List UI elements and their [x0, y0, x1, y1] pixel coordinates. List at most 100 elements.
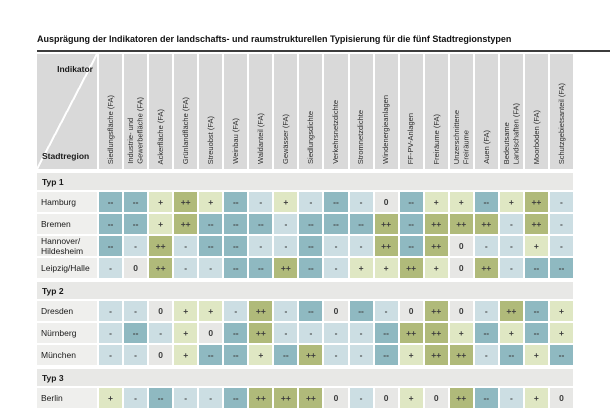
column-header: Gewässer (FA) — [274, 54, 298, 169]
matrix-cell: ++ — [524, 192, 548, 212]
row-label: Hannover/ Hildesheim — [37, 236, 97, 257]
matrix-cell: ++ — [374, 236, 398, 257]
column-header-label: Moorböden (FA) — [531, 109, 541, 164]
row-label: München — [37, 345, 97, 366]
column-header: Verkehrsnetzdichte — [324, 54, 348, 169]
column-header: Grünlandfläche (FA) — [174, 54, 198, 169]
matrix-cell: - — [99, 323, 123, 344]
column-header-label: Siedlungsdichte — [306, 111, 316, 164]
matrix-cell: ++ — [399, 323, 423, 344]
table-top-border — [37, 50, 610, 52]
matrix-cell: + — [399, 345, 423, 366]
matrix-cell: - — [474, 236, 498, 257]
matrix-cell: -- — [224, 388, 248, 409]
matrix-cell: -- — [549, 258, 573, 279]
matrix-cell: - — [499, 258, 523, 279]
matrix-cell: - — [374, 301, 398, 322]
matrix-cell: ++ — [424, 345, 448, 366]
column-header-label: Waldanteil (FA) — [256, 113, 266, 164]
matrix-cell: ++ — [449, 345, 473, 366]
matrix-cell: + — [499, 192, 523, 212]
matrix-cell: - — [299, 323, 323, 344]
matrix-cell: - — [174, 388, 198, 409]
table-row: Nürnberg - -- - +0 -- ++ - - - - -- ++ ++ + -- + -- + — [37, 323, 573, 344]
matrix-cell: -- — [349, 301, 373, 322]
matrix-cell: - — [299, 192, 323, 212]
header-row: Indikator Stadtregion Siedlungsfläche (FA)… — [37, 54, 573, 169]
matrix-cell: - — [124, 345, 148, 366]
matrix-cell: -- — [324, 214, 348, 234]
corner-indicator-label: Indikator — [57, 64, 93, 74]
matrix-cell: ++ — [274, 388, 298, 409]
matrix-cell: 0 — [374, 192, 398, 212]
column-header: Waldanteil (FA) — [249, 54, 273, 169]
matrix-cell: + — [174, 323, 198, 344]
column-header: Bedeutsame Landschaften (FA) — [499, 54, 523, 169]
column-header-label: Windenergieanlagen — [381, 95, 391, 164]
column-header-label: Unzerschnittene Freiräume — [451, 109, 471, 164]
figure-title: Ausprägung der Indikatoren der landschaf… — [37, 34, 512, 44]
matrix-cell: 0 — [449, 258, 473, 279]
row-label: Leipzig/Halle — [37, 258, 97, 279]
matrix-cell: -- — [299, 258, 323, 279]
matrix-cell: -- — [274, 345, 298, 366]
matrix-cell: + — [149, 214, 173, 234]
matrix-cell: ++ — [399, 258, 423, 279]
matrix-cell: - — [274, 214, 298, 234]
matrix-cell: - — [124, 301, 148, 322]
matrix-cell: - — [549, 236, 573, 257]
matrix-cell: -- — [374, 345, 398, 366]
column-header: Moorböden (FA) — [524, 54, 548, 169]
matrix-cell: - — [349, 388, 373, 409]
matrix-cell: -- — [374, 323, 398, 344]
column-header-label: FF-PV-Anlagen — [406, 112, 416, 164]
matrix-cell: -- — [524, 258, 548, 279]
matrix-cell: - — [324, 345, 348, 366]
matrix-cell: -- — [224, 192, 248, 212]
column-header-label: Ackerfläche (FA) — [155, 108, 165, 164]
matrix-cell: -- — [99, 236, 123, 257]
matrix-cell: ++ — [424, 236, 448, 257]
matrix-cell: -- — [199, 236, 223, 257]
column-header-label: Weinbau (FA) — [231, 118, 241, 164]
matrix-cell: - — [324, 323, 348, 344]
column-header-label: Industrie- und Gewerbefläche (FA) — [126, 97, 145, 164]
matrix-cell: - — [499, 388, 523, 409]
group-label: Typ 1 — [42, 176, 64, 187]
matrix-cell: ++ — [149, 236, 173, 257]
matrix-cell: ++ — [449, 214, 473, 234]
matrix-cell: 0 — [549, 388, 573, 409]
matrix-cell: + — [274, 192, 298, 212]
column-header: Schutzgebietsanteil (FA) — [549, 54, 573, 169]
matrix-cell: + — [399, 388, 423, 409]
matrix-cell: -- — [199, 345, 223, 366]
matrix-cell: - — [99, 345, 123, 366]
matrix-cell: - — [249, 236, 273, 257]
matrix-cell: + — [174, 301, 198, 322]
matrix-cell: + — [99, 388, 123, 409]
matrix-cell: + — [149, 192, 173, 212]
matrix-cell: ++ — [374, 214, 398, 234]
table-row: Hannover/ Hildesheim -- - ++ - -- -- - - -- - - ++ --… — [37, 236, 573, 257]
corner-region-label: Stadtregion — [42, 151, 90, 161]
matrix-cell: - — [224, 301, 248, 322]
matrix-cell: -- — [124, 192, 148, 212]
column-header: Streuobst (FA) — [199, 54, 223, 169]
matrix-cell: -- — [224, 345, 248, 366]
matrix-cell: - — [324, 236, 348, 257]
matrix-cell: - — [174, 258, 198, 279]
matrix-cell: + — [449, 192, 473, 212]
column-header: Auen (FA) — [474, 54, 498, 169]
matrix-cell: -- — [299, 301, 323, 322]
matrix-cell: + — [549, 323, 573, 344]
column-header: Freiräume (FA) — [424, 54, 448, 169]
matrix-cell: -- — [524, 301, 548, 322]
matrix-cell: -- — [249, 214, 273, 234]
matrix-cell: ++ — [174, 214, 198, 234]
matrix-cell: + — [499, 323, 523, 344]
matrix-table: Indikator Stadtregion Siedlungsfläche (FA)… — [37, 53, 573, 409]
matrix-cell: -- — [474, 388, 498, 409]
column-header: Industrie- und Gewerbefläche (FA) — [124, 54, 148, 169]
matrix-cell: - — [124, 236, 148, 257]
